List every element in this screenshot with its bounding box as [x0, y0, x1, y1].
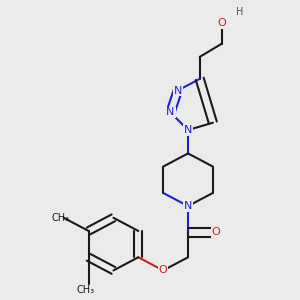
Text: N: N: [184, 201, 192, 211]
Text: O: O: [159, 266, 167, 275]
Text: O: O: [212, 227, 220, 237]
Text: H: H: [236, 8, 243, 17]
Text: N: N: [174, 85, 182, 95]
Text: N: N: [166, 107, 175, 118]
Text: CH₃: CH₃: [76, 285, 95, 295]
Text: CH₃: CH₃: [52, 213, 70, 223]
Text: N: N: [184, 125, 192, 135]
Text: O: O: [217, 18, 226, 28]
